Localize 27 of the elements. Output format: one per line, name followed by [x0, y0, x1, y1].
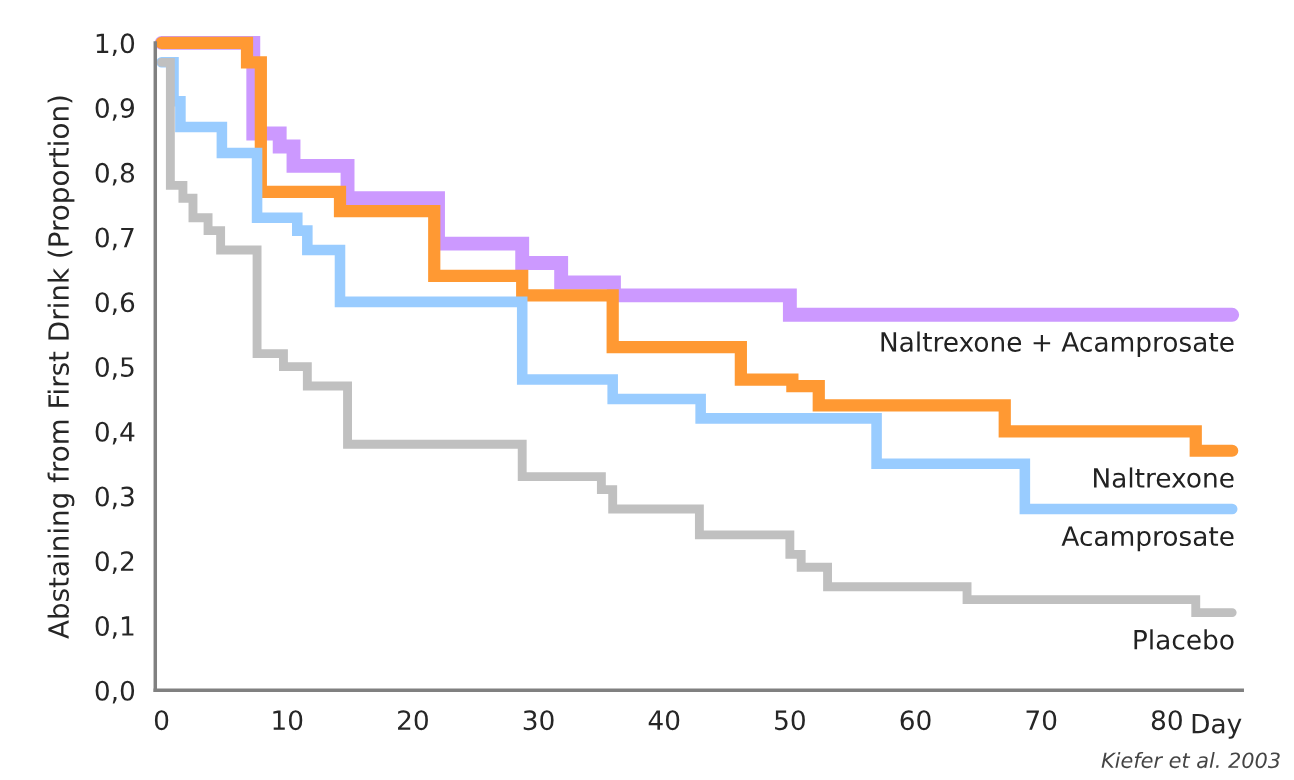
- x-tick-label: 0: [154, 710, 169, 731]
- y-tick-label: 0,5: [95, 357, 134, 380]
- text: Kiefer et al. 2003: [1101, 752, 1280, 769]
- y-tick-label: 0,6: [95, 292, 135, 315]
- series-label: Naltrexone + Acamprosate: [881, 331, 1234, 358]
- y-tick-label: 0,8: [95, 162, 135, 186]
- x-tick-label: 50: [775, 710, 805, 731]
- y-tick-label: 0,0: [95, 680, 135, 704]
- series-label: Placebo: [1134, 629, 1234, 650]
- y-tick-label: 1,0: [96, 33, 135, 56]
- x-axis-title: Day: [1192, 713, 1242, 739]
- x-tick-label: 40: [648, 710, 680, 731]
- y-tick-label: 0,2: [95, 551, 134, 574]
- x-tick-label: 80: [1151, 710, 1182, 731]
- y-tick-label: 0,1: [95, 616, 134, 639]
- y-axis-title: Abstaining from First Drink (Proportion): [47, 96, 75, 639]
- x-tick-label: 10: [273, 710, 303, 731]
- y-tick-label: 0,7: [95, 227, 134, 251]
- x-tick-label: 30: [523, 710, 554, 731]
- series-label: Naltrexone: [1094, 467, 1234, 488]
- y-tick-label: 0,4: [95, 421, 135, 445]
- x-tick-label: 70: [1026, 710, 1057, 731]
- y-tick-label: 0,9: [95, 98, 134, 121]
- y-tick-label: 0,3: [95, 486, 134, 510]
- x-tick-label: 20: [398, 710, 428, 731]
- series-label: Acamprosate: [1061, 526, 1234, 552]
- x-tick-label: 60: [900, 710, 931, 731]
